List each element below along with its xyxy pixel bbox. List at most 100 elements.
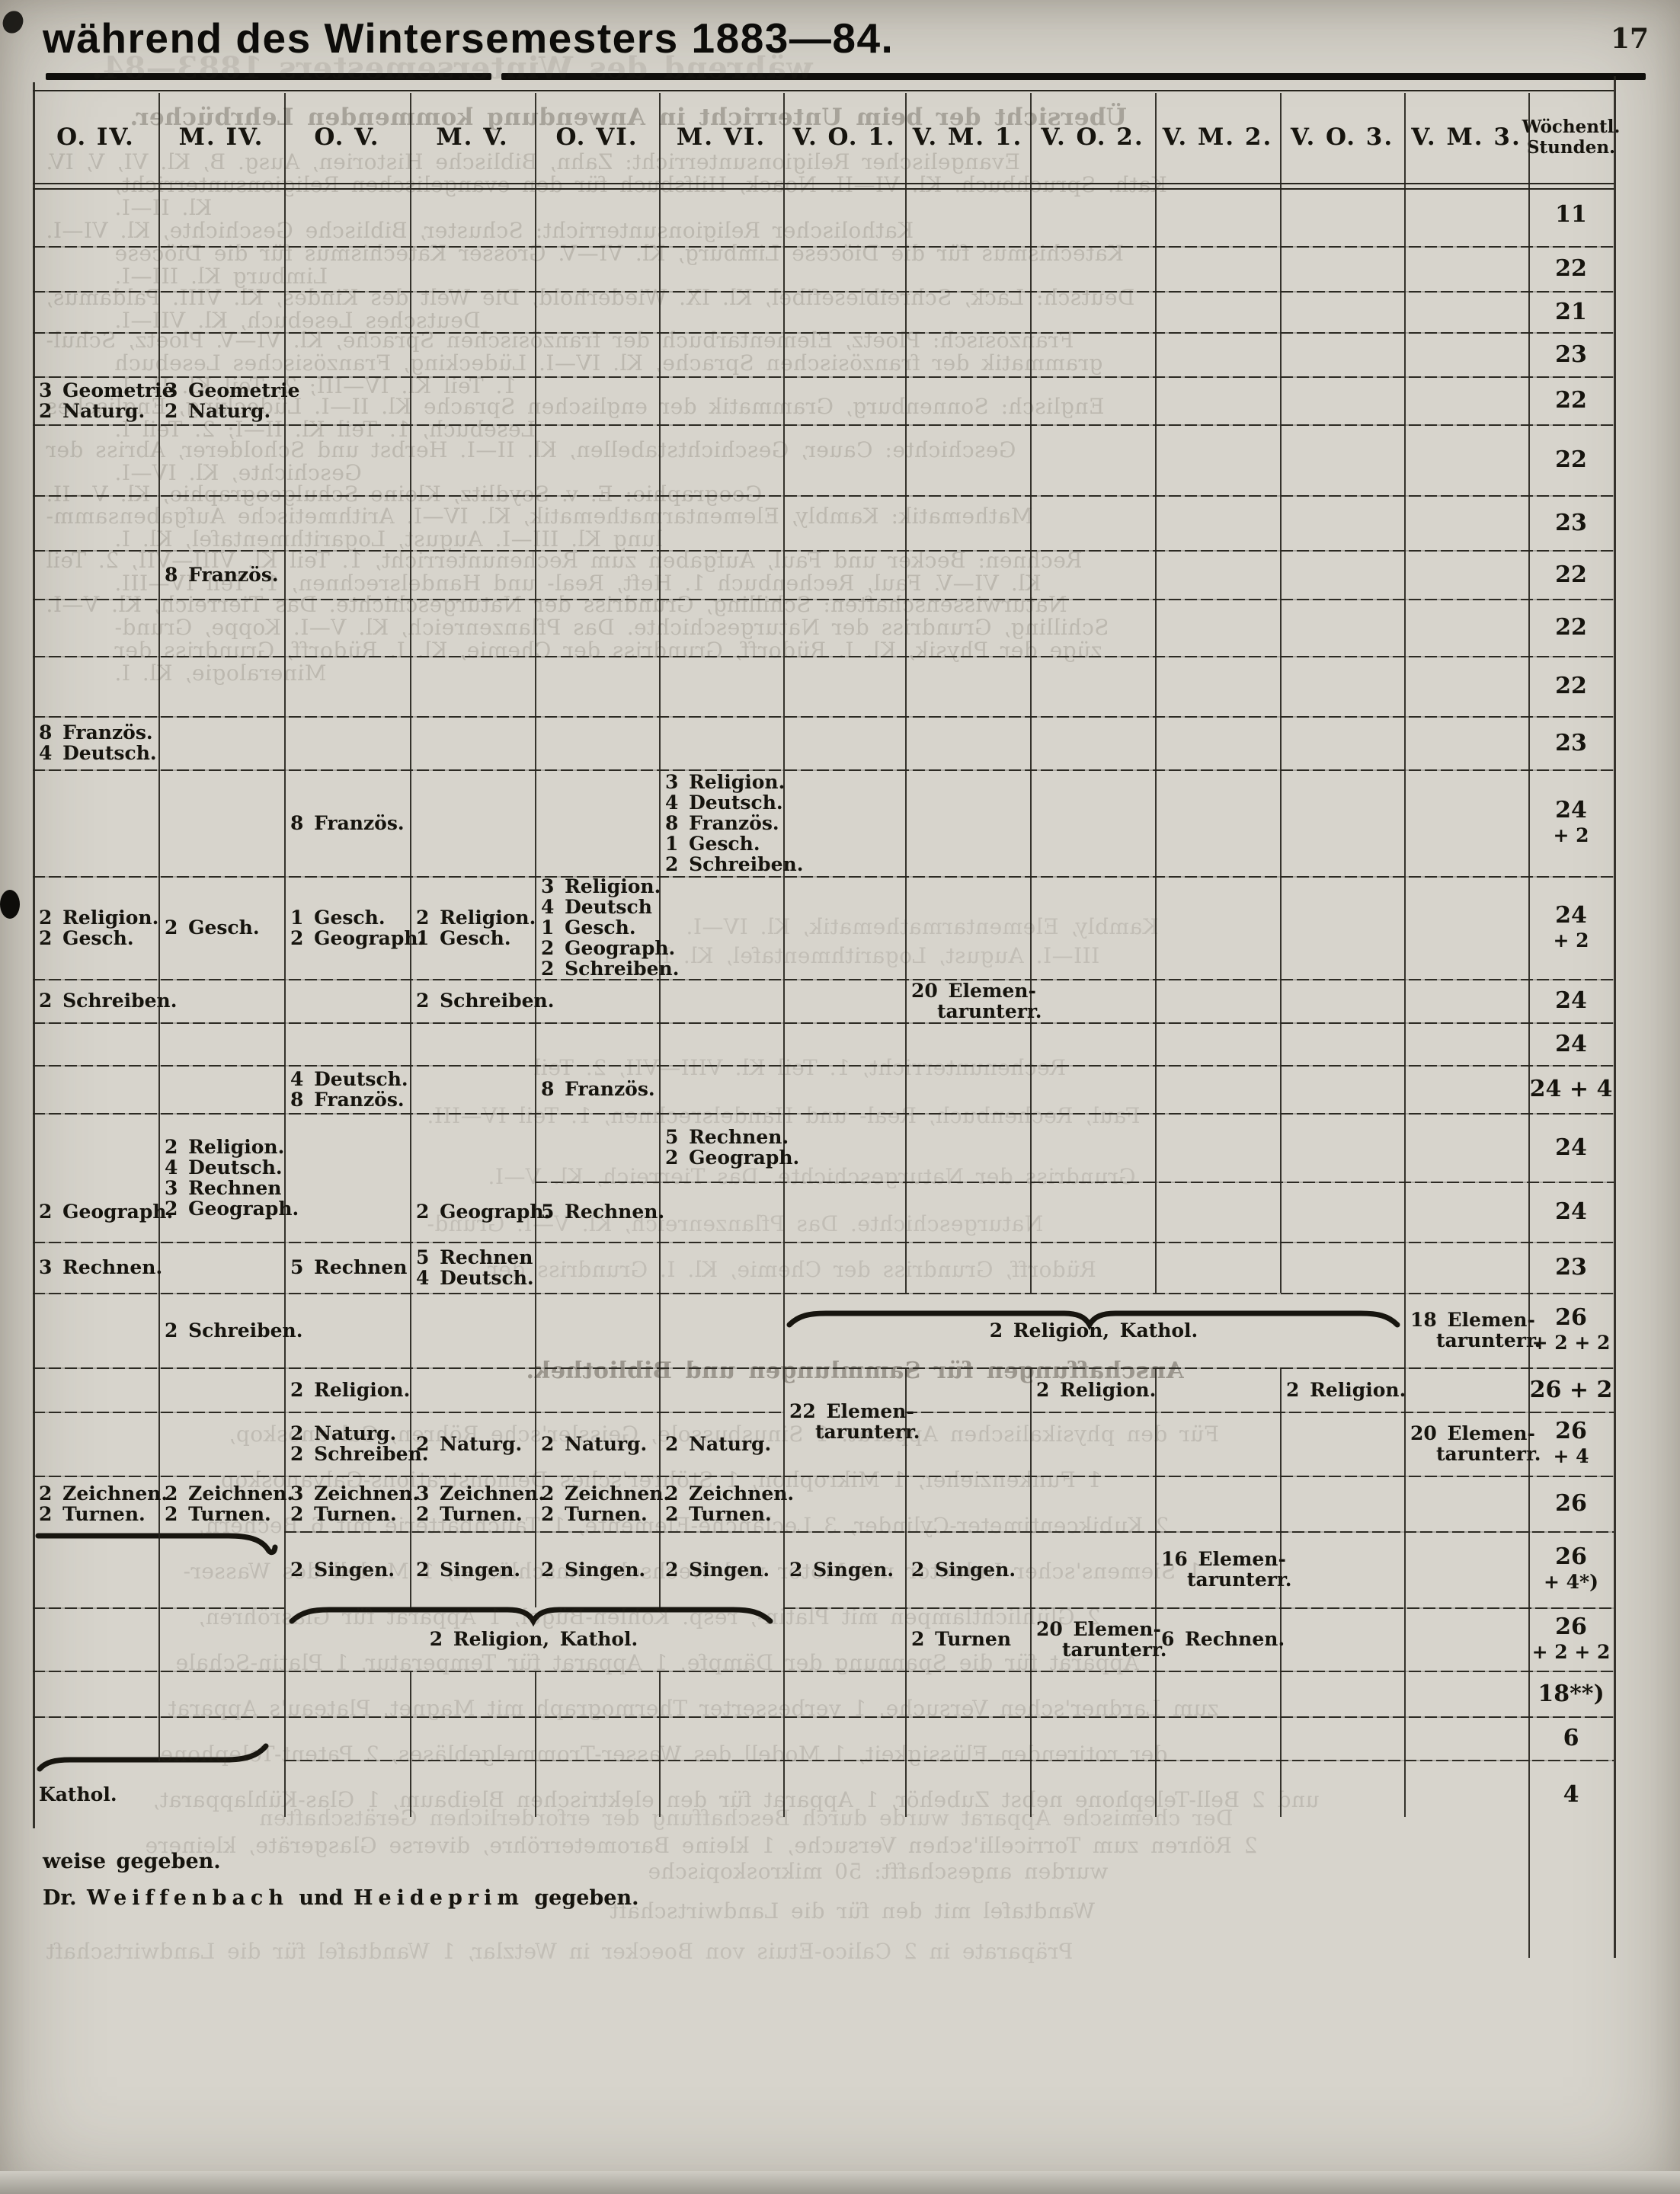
timetable-cell-o6: 2 Naturg. xyxy=(541,1432,648,1455)
weekly-hours-value: 24 xyxy=(1555,1030,1587,1057)
timetable-cell-m5: 5 Rechnen 4 Deutsch. xyxy=(416,1246,534,1289)
table-rule-horizontal xyxy=(33,1113,1614,1115)
table-rule-horizontal xyxy=(783,1607,1614,1609)
column-header-o5: O. V. xyxy=(314,123,380,151)
column-header-m5: M. V. xyxy=(436,123,509,151)
column-header-vm1: V. M. 1. xyxy=(912,123,1023,151)
table-rule-horizontal xyxy=(33,424,1614,426)
table-rule-vertical xyxy=(33,82,35,1828)
table-rule-horizontal xyxy=(33,291,1614,293)
timetable-cell-vm2: 6 Rechnen. xyxy=(1161,1628,1285,1650)
table-rule-vertical xyxy=(1614,76,1616,1958)
footer-line-1: weise gegeben. xyxy=(43,1850,221,1873)
weekly-hours-value: 22 xyxy=(1555,614,1587,641)
footer-suffix: gegeben. xyxy=(523,1886,639,1910)
timetable-cell-o4: 2 Religion. 2 Gesch. xyxy=(39,906,159,949)
weekly-hours-value: 22 xyxy=(1555,255,1587,282)
ink-blot xyxy=(0,890,20,919)
footer-name-heideprim: Heideprim xyxy=(353,1886,524,1910)
timetable-cell-o6: 5 Rechnen. xyxy=(541,1201,665,1223)
table-rule-horizontal xyxy=(33,716,1614,718)
weekly-hours-value: 26 + 2 xyxy=(1529,1376,1613,1403)
timetable-cell-vm1: 2 Singen. xyxy=(911,1558,1016,1581)
table-rule-horizontal xyxy=(284,1531,1614,1533)
timetable-cell-vo2: 20 Elemen-tarunterr. xyxy=(1036,1617,1167,1661)
table-rule-horizontal xyxy=(33,495,1614,497)
table-rule-vertical xyxy=(535,93,536,1607)
brace-swash xyxy=(289,1607,773,1627)
bleedthrough-line: 2 Röhren zum Torricelli'schen Versuche, … xyxy=(145,1833,1258,1858)
timetable-cell-vo2: 2 Religion. xyxy=(1036,1378,1157,1401)
timetable-cell-vo1: 2 Singen. xyxy=(789,1558,894,1581)
timetable-cell-m6: 5 Rechnen. 2 Geograph. xyxy=(665,1126,800,1169)
timetable-cell-m5: 2 Religion. 1 Gesch. xyxy=(416,906,536,949)
timetable-cell-o5: 2 Religion. xyxy=(290,1378,411,1401)
weekly-hours-value: 26 + 2 + 2 xyxy=(1531,1613,1611,1663)
timetable-cell-m4: 2 Schreiben. xyxy=(165,1319,303,1342)
table-rule-horizontal xyxy=(33,188,1614,190)
table-rule-horizontal xyxy=(33,376,1614,378)
weekly-hours-value: 26 + 2 + 2 xyxy=(1531,1304,1611,1354)
column-header-vm2: V. M. 2. xyxy=(1162,123,1273,151)
table-rule-horizontal xyxy=(33,769,1614,771)
table-rule-vertical xyxy=(1528,93,1530,1958)
timetable-cell-m5: 2 Singen. xyxy=(416,1558,521,1581)
table-rule-horizontal xyxy=(284,1760,1614,1761)
table-rule-horizontal xyxy=(33,1242,1614,1243)
page-number: 17 xyxy=(1611,23,1650,55)
bleedthrough-line: Geschichte: Cauer, Geschichtstabellen, K… xyxy=(46,437,1016,462)
bleedthrough-line: wurden angeschafft: 50 mikroskopische xyxy=(648,1859,1109,1884)
table-rule-vertical xyxy=(284,93,286,1817)
timetable-cell-o5: 3 Zeichnen. 2 Turnen. xyxy=(290,1482,420,1525)
timetable-cell-vm1: 2 Turnen xyxy=(911,1628,1012,1650)
timetable-cell-o5: 4 Deutsch. 8 Französ. xyxy=(290,1067,408,1111)
weekly-hours-value: 23 xyxy=(1555,729,1587,756)
table-rule-horizontal xyxy=(33,1476,1614,1477)
bleedthrough-line: der rotirenden Flüssigkeit, 1 Modell des… xyxy=(160,1741,1168,1767)
table-rule-vertical xyxy=(1280,93,1282,1293)
weekly-hours-value: 22 xyxy=(1555,561,1587,588)
table-rule-vertical xyxy=(410,93,411,1607)
timetable-cell-o4: 8 Französ. 4 Deutsch. xyxy=(39,721,157,764)
timetable-cell-m6: 2 Singen. xyxy=(665,1558,770,1581)
table-rule-horizontal xyxy=(33,246,1614,248)
table-rule-vertical xyxy=(1155,1367,1157,1817)
table-rule-horizontal xyxy=(33,1412,783,1413)
table-rule-horizontal xyxy=(33,550,1614,552)
timetable-cell-m6: 2 Naturg. xyxy=(665,1432,772,1455)
weekly-hours-value: 11 xyxy=(1555,201,1587,228)
timetable-cell-merged: 2 Religion, Kathol. xyxy=(989,1319,1198,1342)
timetable-cell-o4: 3 Rechnen. xyxy=(39,1256,163,1278)
table-rule-vertical xyxy=(905,1367,907,1817)
timetable-cell-o6: 8 Französ. xyxy=(541,1078,655,1100)
weekly-hours-value: 24 xyxy=(1555,1198,1587,1225)
timetable-cell-m4: 2 Zeichnen. 2 Turnen. xyxy=(165,1482,294,1525)
timetable-cell-m4: 8 Französ. xyxy=(165,563,279,586)
timetable-cell-o5: 5 Rechnen xyxy=(290,1256,408,1278)
bleedthrough-line: während des Wintersemesters 1883—84. xyxy=(91,50,813,86)
column-header-m6: M. VI. xyxy=(676,123,766,151)
footer-name-weiffenbach: Weiffenbach xyxy=(86,1886,290,1910)
table-rule-vertical xyxy=(158,93,160,1761)
timetable-cell-o4: 2 Geograph. xyxy=(39,1201,174,1223)
brace-swash xyxy=(35,1533,278,1556)
bleedthrough-line: grammatik der französischen Sprache, Kl.… xyxy=(114,350,1103,376)
table-rule-horizontal xyxy=(33,599,1614,600)
table-rule-horizontal xyxy=(33,656,1614,657)
top-rule-right xyxy=(501,73,1646,80)
timetable-cell-o4: 2 Zeichnen. 2 Turnen. xyxy=(39,1482,168,1525)
timetable-cell-m5: 2 Schreiben. xyxy=(416,990,555,1012)
column-header-m4: M. IV. xyxy=(178,123,264,151)
column-header-o6: O. VI. xyxy=(555,123,638,151)
weekly-hours-value: 24 xyxy=(1555,1134,1587,1161)
weekly-hours-value: 18**) xyxy=(1538,1680,1605,1707)
table-rule-vertical xyxy=(1030,1367,1032,1817)
weekly-hours-value: 26 + 4*) xyxy=(1544,1543,1598,1593)
weekly-hours-value: 22 xyxy=(1555,673,1587,699)
table-rule-horizontal xyxy=(33,979,1614,980)
table-rule-horizontal xyxy=(33,183,1614,184)
table-rule-horizontal xyxy=(33,1671,1614,1672)
bleedthrough-line: Kl. II—I. xyxy=(114,195,213,220)
bleedthrough-line: Mathematik: Kambly, Elementarmathematik,… xyxy=(46,504,1033,529)
